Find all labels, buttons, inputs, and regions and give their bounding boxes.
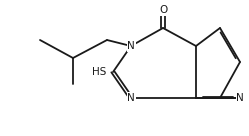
- Text: N: N: [236, 93, 244, 103]
- Text: N: N: [127, 93, 135, 103]
- Text: O: O: [159, 5, 167, 15]
- Text: N: N: [127, 93, 135, 103]
- Text: O: O: [159, 5, 167, 15]
- Text: N: N: [127, 41, 135, 51]
- Text: N: N: [127, 41, 135, 51]
- Text: HS: HS: [92, 67, 107, 77]
- Text: N: N: [236, 93, 244, 103]
